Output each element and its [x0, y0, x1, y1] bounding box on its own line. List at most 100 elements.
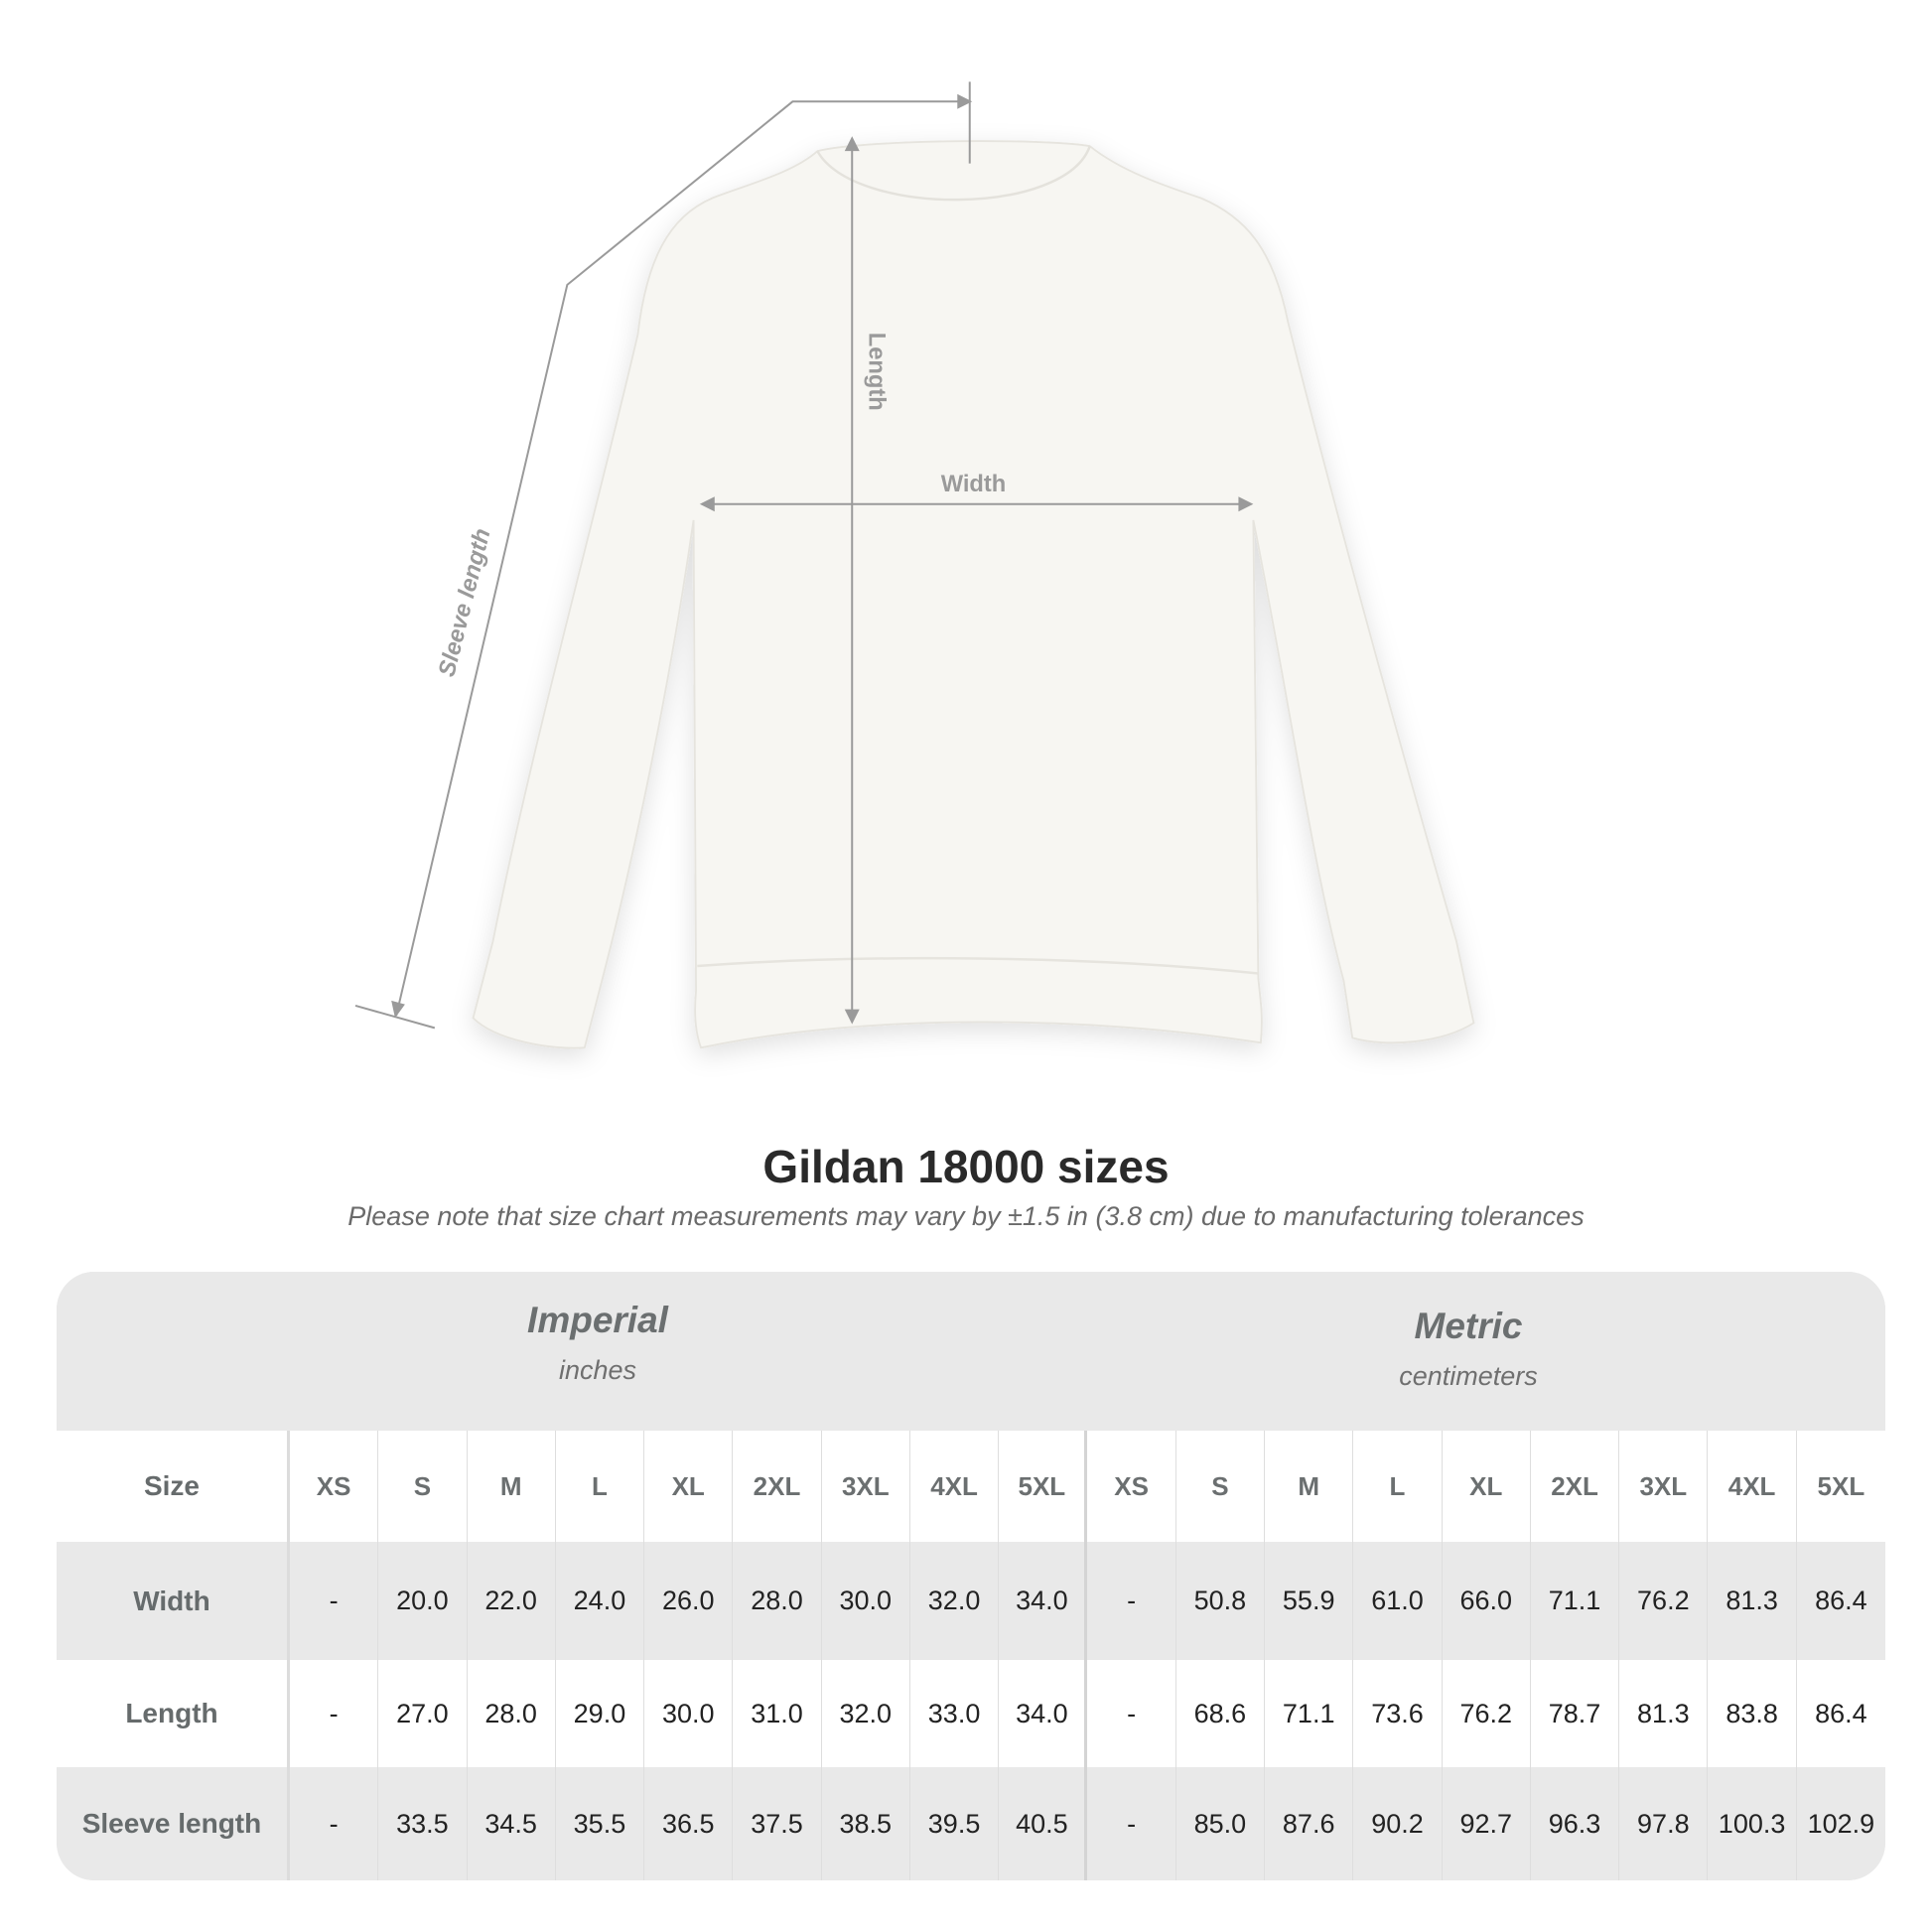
size-column-header: M: [468, 1431, 556, 1542]
table-cell: 40.5: [999, 1767, 1088, 1880]
table-cell: 26.0: [644, 1542, 734, 1660]
table-cell: 34.0: [999, 1660, 1088, 1767]
table-cell: 55.9: [1265, 1542, 1354, 1660]
size-column-header: 2XL: [1531, 1431, 1620, 1542]
size-column-header: M: [1265, 1431, 1354, 1542]
table-cell: -: [1087, 1660, 1176, 1767]
size-column-header: S: [378, 1431, 468, 1542]
table-cell: 68.6: [1176, 1660, 1266, 1767]
table-cell: 34.0: [999, 1542, 1088, 1660]
size-column-header: L: [1353, 1431, 1443, 1542]
table-cell: 28.0: [468, 1660, 556, 1767]
table-cell: 71.1: [1531, 1542, 1620, 1660]
table-cell: 24.0: [556, 1542, 645, 1660]
table-cell: -: [1087, 1767, 1176, 1880]
measurement-lines: [354, 81, 1251, 1030]
table-cell: 37.5: [733, 1767, 822, 1880]
collar: [816, 145, 1091, 202]
size-column-header: 5XL: [999, 1431, 1088, 1542]
imperial-header: Imperial inches: [300, 1300, 896, 1386]
row-label: Length: [57, 1660, 290, 1767]
table-cell: 81.3: [1619, 1660, 1709, 1767]
size-column-header: 4XL: [1708, 1431, 1797, 1542]
table-cell: -: [290, 1542, 379, 1660]
table-row: Sleeve length -33.5 34.5 35.5 36.5 37.5 38.5 39…: [57, 1767, 1885, 1880]
sleeve-length-label: Sleeve length: [434, 526, 495, 679]
table-cell: 32.0: [910, 1542, 1000, 1660]
table-cell: 76.2: [1443, 1660, 1531, 1767]
table-cell: 90.2: [1353, 1767, 1443, 1880]
table-cell: 66.0: [1443, 1542, 1531, 1660]
table-row: Length -27.0 28.0 29.0 30.0 31.0 32.0 33.0 34.0-…: [57, 1660, 1885, 1767]
table-row: Width -20.0 22.0 24.0 26.0 28.0 30.0 32.0 34.0-5…: [57, 1542, 1885, 1660]
length-label: Length: [864, 333, 890, 411]
size-column-header: 4XL: [910, 1431, 1000, 1542]
size-column-header: XS: [290, 1431, 379, 1542]
table-cell: 50.8: [1176, 1542, 1266, 1660]
table-cell: 36.5: [644, 1767, 734, 1880]
table-cell: 96.3: [1531, 1767, 1620, 1880]
table-cell: 83.8: [1708, 1660, 1797, 1767]
size-column-header: 2XL: [733, 1431, 822, 1542]
unit-header: Imperial inches Metric centimeters: [57, 1272, 1885, 1431]
table-cell: 102.9: [1807, 1808, 1875, 1839]
table-cell: 86.4: [1815, 1698, 1867, 1728]
table-cell: 86.4: [1815, 1586, 1867, 1615]
table-cell: 35.5: [556, 1767, 645, 1880]
width-label: Width: [941, 472, 1007, 497]
page-title: Gildan 18000 sizes: [762, 1141, 1170, 1192]
size-column-header: S: [1176, 1431, 1266, 1542]
metric-header: Metric centimeters: [1171, 1306, 1766, 1392]
table-cell: 85.0: [1176, 1767, 1266, 1880]
table-cell: 76.2: [1619, 1542, 1709, 1660]
size-column-header: XS: [1087, 1431, 1176, 1542]
size-column-header: XL: [644, 1431, 734, 1542]
table-cell: 71.1: [1265, 1660, 1354, 1767]
table-cell: 38.5: [822, 1767, 910, 1880]
table-cell: 87.6: [1265, 1767, 1354, 1880]
row-label: Sleeve length: [57, 1767, 290, 1880]
table-cell: 73.6: [1353, 1660, 1443, 1767]
table-cell: 33.0: [910, 1660, 1000, 1767]
table-cell: 22.0: [468, 1542, 556, 1660]
tolerance-note: Please note that size chart measurements…: [347, 1201, 1585, 1231]
metric-title: Metric: [1414, 1306, 1523, 1346]
sleeve-length-line: [395, 100, 970, 1017]
sweatshirt-image: [472, 140, 1475, 1049]
table-cell: 20.0: [378, 1542, 468, 1660]
imperial-title: Imperial: [527, 1300, 668, 1340]
size-column-header: XL: [1443, 1431, 1531, 1542]
metric-unit: centimeters: [1399, 1361, 1538, 1391]
table-cell: 30.0: [644, 1660, 734, 1767]
size-column-header: 3XL: [1619, 1431, 1709, 1542]
table-cell: 78.7: [1531, 1660, 1620, 1767]
size-column-header: L: [556, 1431, 645, 1542]
table-cell: 29.0: [556, 1660, 645, 1767]
table-cell: 100.3: [1708, 1767, 1797, 1880]
table-cell: -: [290, 1767, 379, 1880]
table-cell: 61.0: [1353, 1542, 1443, 1660]
table-cell: 27.0: [378, 1660, 468, 1767]
table-cell: 92.7: [1443, 1767, 1531, 1880]
row-label: Size: [57, 1431, 290, 1542]
size-header-row: Size XS S M L XL 2XL 3XL 4XL 5XL XS S M L XL 2XL 3XL 4XL 5…: [57, 1431, 1885, 1542]
table-cell: 81.3: [1708, 1542, 1797, 1660]
size-table: Imperial inches Metric centimeters Size X…: [57, 1272, 1885, 1880]
size-column-header: 3XL: [822, 1431, 910, 1542]
table-cell: 30.0: [822, 1542, 910, 1660]
arrow-heads: [391, 93, 1254, 1025]
row-label: Width: [57, 1542, 290, 1660]
size-column-header: 5XL: [1817, 1470, 1865, 1501]
table-cell: -: [290, 1660, 379, 1767]
table-cell: 34.5: [468, 1767, 556, 1880]
imperial-unit: inches: [558, 1355, 637, 1385]
table-cell: 28.0: [733, 1542, 822, 1660]
table-cell: 33.5: [378, 1767, 468, 1880]
table-cell: 32.0: [822, 1660, 910, 1767]
table-cell: -: [1087, 1542, 1176, 1660]
table-cell: 97.8: [1619, 1767, 1709, 1880]
table-cell: 31.0: [733, 1660, 822, 1767]
hem-rib: [697, 956, 1259, 975]
table-cell: 39.5: [910, 1767, 1000, 1880]
